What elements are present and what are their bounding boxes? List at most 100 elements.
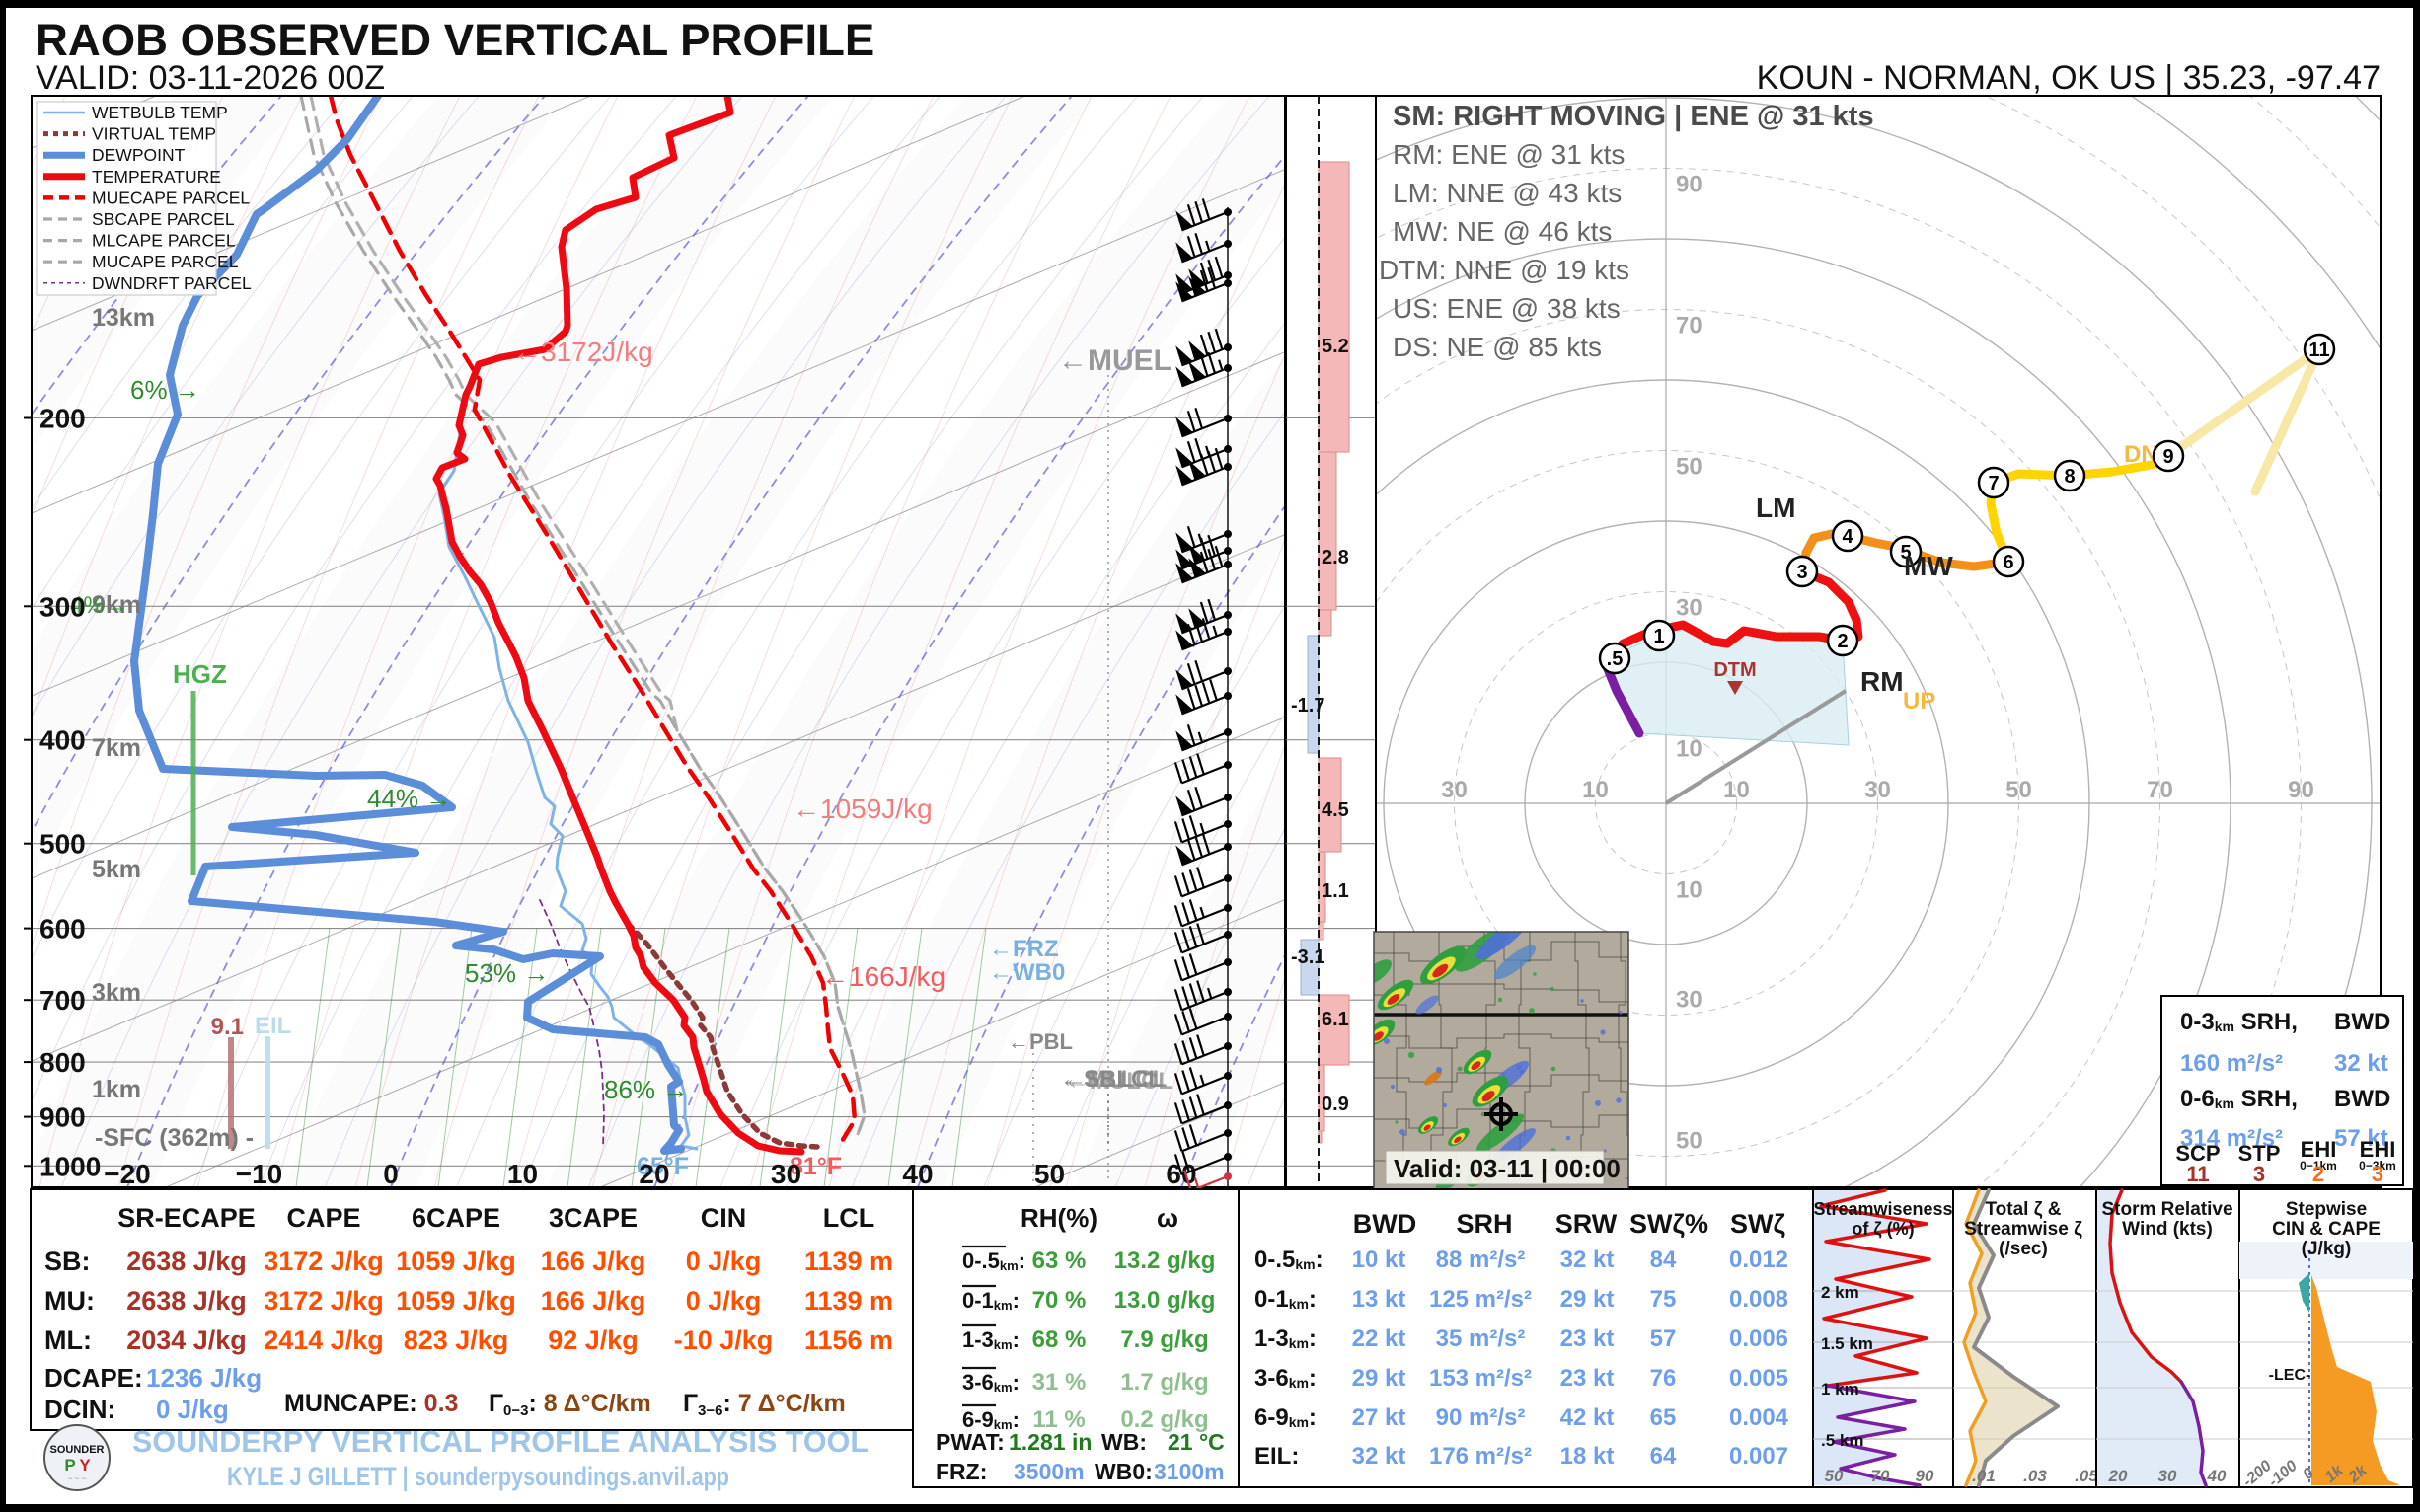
- svg-text:Γ3−6: 7 Δ°C/km: Γ3−6: 7 Δ°C/km: [683, 1390, 846, 1419]
- svg-text:600: 600: [39, 914, 86, 945]
- svg-text:1km: 1km: [92, 1076, 141, 1103]
- svg-text:0-3km SRH,: 0-3km SRH,: [2180, 1009, 2298, 1035]
- svg-text:RAOB OBSERVED VERTICAL PROFILE: RAOB OBSERVED VERTICAL PROFILE: [36, 15, 874, 65]
- svg-text:←WB0: ←WB0: [989, 959, 1065, 986]
- svg-text:←MUEL: ←MUEL: [1058, 344, 1172, 377]
- svg-text:65°F: 65°F: [637, 1153, 689, 1180]
- svg-text:0-6km SRH,: 0-6km SRH,: [2180, 1086, 2298, 1112]
- svg-text:Total ζ &: Total ζ &: [1985, 1199, 2061, 1220]
- svg-text:FRZ:: FRZ:: [936, 1459, 987, 1484]
- svg-text:-SFC (362m) -: -SFC (362m) -: [95, 1124, 254, 1152]
- svg-text:2 km: 2 km: [1821, 1283, 1859, 1302]
- svg-text:1139 m: 1139 m: [804, 1286, 893, 1316]
- svg-text:UP: UP: [1903, 688, 1935, 715]
- svg-text:6: 6: [2003, 552, 2013, 573]
- svg-text:0: 0: [383, 1159, 399, 1189]
- svg-text:VIRTUAL TEMP: VIRTUAL TEMP: [92, 124, 216, 144]
- svg-text:←FRZ: ←FRZ: [989, 936, 1059, 962]
- svg-text:HGZ: HGZ: [173, 659, 227, 689]
- svg-text:3CAPE: 3CAPE: [549, 1203, 638, 1233]
- svg-text:Storm Relative: Storm Relative: [2101, 1199, 2232, 1220]
- svg-text:MU:: MU:: [44, 1286, 95, 1316]
- svg-text:35 m²/s²: 35 m²/s²: [1436, 1325, 1526, 1352]
- svg-text:1156 m: 1156 m: [804, 1325, 893, 1355]
- svg-text:153 m²/s²: 153 m²/s²: [1429, 1365, 1532, 1392]
- svg-text:MW: MW: [1904, 551, 1953, 581]
- svg-text:EHI: EHI: [2360, 1137, 2396, 1162]
- svg-text:←3172J/kg: ←3172J/kg: [513, 337, 653, 367]
- svg-text:←PBL: ←PBL: [1008, 1029, 1073, 1054]
- svg-text:5km: 5km: [92, 856, 141, 883]
- svg-text:30: 30: [1676, 595, 1702, 622]
- svg-text:SRW: SRW: [1555, 1209, 1618, 1239]
- svg-text:50: 50: [1034, 1159, 1065, 1189]
- svg-text:166 J/kg: 166 J/kg: [541, 1247, 646, 1276]
- svg-text:MUCAPE PARCEL: MUCAPE PARCEL: [92, 252, 239, 271]
- svg-text:Streamwiseness: Streamwiseness: [1813, 1199, 1952, 1219]
- svg-text:81°F: 81°F: [790, 1153, 842, 1180]
- svg-text:70: 70: [1871, 1467, 1890, 1485]
- svg-text:0.2 g/kg: 0.2 g/kg: [1120, 1406, 1208, 1433]
- svg-text:.05: .05: [2075, 1467, 2098, 1485]
- svg-text:SRH: SRH: [1456, 1209, 1512, 1239]
- svg-text:31 %: 31 %: [1032, 1369, 1087, 1396]
- svg-text:CIN: CIN: [701, 1203, 747, 1233]
- svg-text:SOUNDER: SOUNDER: [49, 1444, 104, 1456]
- svg-text:92 J/kg: 92 J/kg: [548, 1325, 639, 1355]
- svg-text:3km: 3km: [92, 979, 141, 1007]
- svg-text:64: 64: [1650, 1443, 1677, 1470]
- svg-text:40: 40: [902, 1159, 933, 1189]
- svg-text:90: 90: [1916, 1467, 1934, 1485]
- svg-text:70: 70: [1676, 313, 1702, 340]
- svg-text:13 kt: 13 kt: [1352, 1286, 1406, 1313]
- svg-text:KYLE J GILLETT | sounderpysoun: KYLE J GILLETT | sounderpysoundings.anvi…: [227, 1462, 729, 1491]
- svg-text:SM: RIGHT MOVING | ENE @ 31 kt: SM: RIGHT MOVING | ENE @ 31 kts: [1393, 101, 1874, 132]
- svg-text:7km: 7km: [92, 734, 141, 762]
- svg-text:1000: 1000: [39, 1151, 101, 1181]
- svg-text:MUNCAPE: 0.3: MUNCAPE: 0.3: [284, 1390, 458, 1417]
- svg-text:166 J/kg: 166 J/kg: [541, 1286, 646, 1316]
- svg-text:DWNDRFT PARCEL: DWNDRFT PARCEL: [92, 273, 252, 293]
- svg-text:DTM: NNE @ 19 kts: DTM: NNE @ 19 kts: [1379, 255, 1629, 285]
- svg-text:6% →: 6% →: [130, 375, 200, 405]
- svg-text:68 %: 68 %: [1032, 1326, 1087, 1353]
- svg-text:42 kt: 42 kt: [1560, 1404, 1615, 1431]
- svg-text:DCIN:: DCIN:: [44, 1395, 115, 1424]
- svg-text:MW: NE @ 46 kts: MW: NE @ 46 kts: [1393, 216, 1612, 247]
- svg-text:29 kt: 29 kt: [1560, 1286, 1615, 1313]
- svg-text:LM: LM: [1756, 492, 1795, 523]
- svg-text:13km: 13km: [92, 304, 155, 332]
- svg-text:13.0 g/kg: 13.0 g/kg: [1114, 1287, 1216, 1314]
- svg-text:US: ENE @ 38 kts: US: ENE @ 38 kts: [1393, 293, 1621, 324]
- svg-text:DCAPE:: DCAPE:: [44, 1363, 143, 1393]
- svg-text:125 m²/s²: 125 m²/s²: [1429, 1286, 1532, 1313]
- svg-text:29 kt: 29 kt: [1352, 1365, 1406, 1392]
- svg-text:2638 J/kg: 2638 J/kg: [126, 1286, 247, 1316]
- svg-text:2: 2: [1837, 631, 1848, 652]
- svg-text:800: 800: [39, 1047, 86, 1078]
- svg-text:3172 J/kg: 3172 J/kg: [264, 1247, 384, 1276]
- svg-text:0 J/kg: 0 J/kg: [686, 1286, 762, 1316]
- svg-text:DEWPOINT: DEWPOINT: [92, 145, 186, 165]
- svg-text:5: 5: [1900, 542, 1911, 564]
- svg-text:3100m: 3100m: [1154, 1459, 1225, 1484]
- svg-text:300: 300: [39, 591, 86, 622]
- svg-text:−20: −20: [104, 1159, 151, 1189]
- svg-text:86% →: 86% →: [604, 1075, 688, 1104]
- svg-text:30: 30: [771, 1159, 801, 1189]
- svg-text:←166J/kg: ←166J/kg: [821, 961, 945, 992]
- svg-text:10: 10: [1676, 877, 1702, 904]
- svg-text:4.5: 4.5: [1322, 799, 1349, 821]
- svg-text:32 kt: 32 kt: [1352, 1443, 1406, 1470]
- svg-text:-LEC-: -LEC-: [2269, 1367, 2311, 1384]
- svg-text:←MLLCL: ←MLLCL: [1063, 1066, 1167, 1093]
- svg-text:2414 J/kg: 2414 J/kg: [264, 1325, 384, 1355]
- svg-text:MLCAPE PARCEL: MLCAPE PARCEL: [92, 231, 236, 251]
- svg-text:0.008: 0.008: [1729, 1286, 1788, 1313]
- svg-text:9.1: 9.1: [211, 1014, 244, 1040]
- svg-text:Valid: 03-11 | 00:00: Valid: 03-11 | 00:00: [1394, 1154, 1621, 1183]
- svg-text:70 %: 70 %: [1032, 1287, 1087, 1314]
- svg-text:53% →: 53% →: [465, 958, 549, 988]
- svg-text:0−3km: 0−3km: [2359, 1159, 2396, 1172]
- svg-text:Γ0−3: 8 Δ°C/km: Γ0−3: 8 Δ°C/km: [489, 1390, 651, 1419]
